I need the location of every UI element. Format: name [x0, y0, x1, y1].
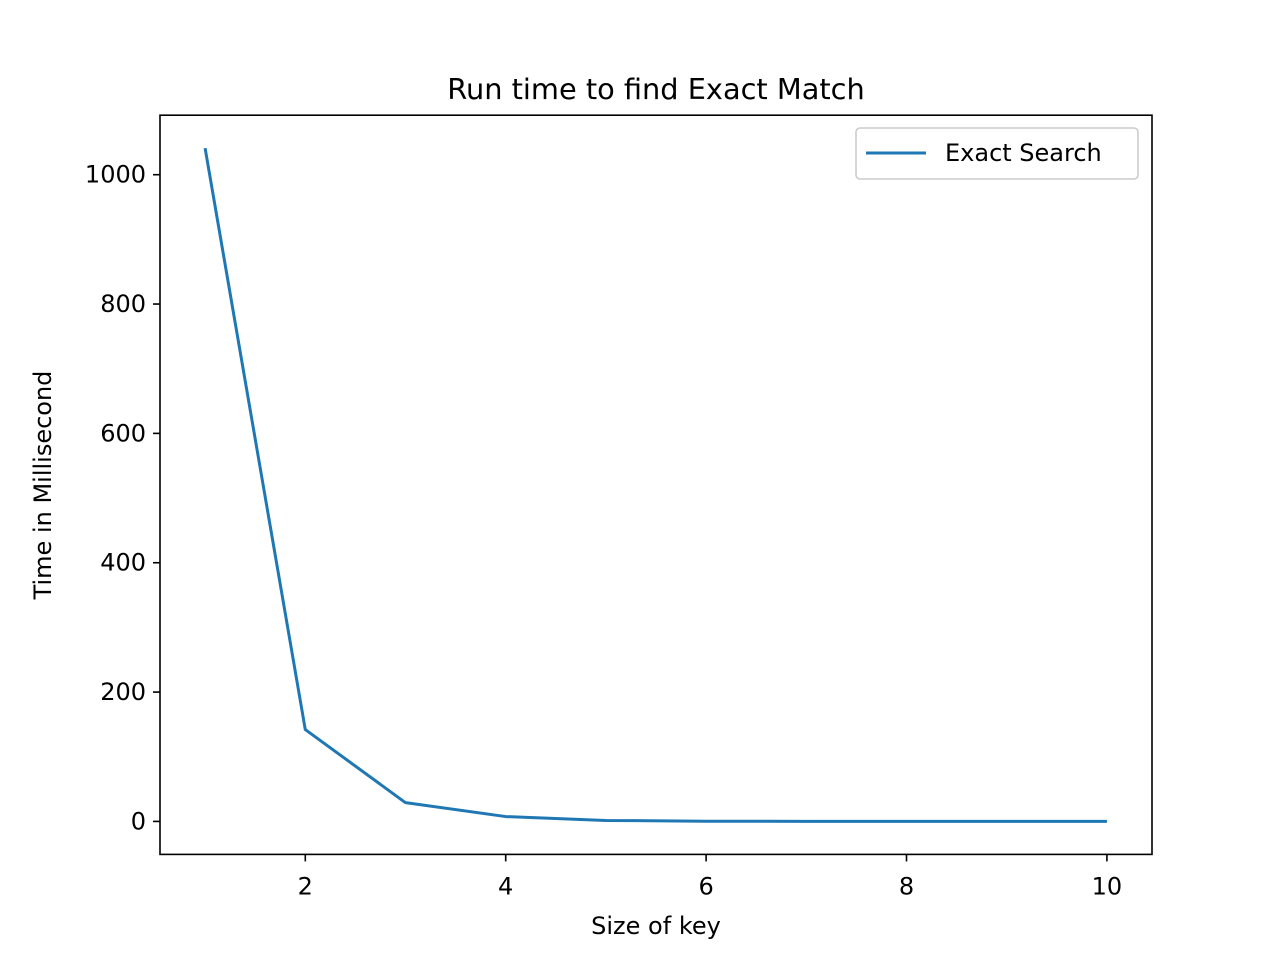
legend-label-exact-search: Exact Search — [945, 139, 1102, 167]
plot-frame — [159, 114, 1153, 856]
x-tick-label: 8 — [899, 872, 914, 900]
x-axis-title: Size of key — [591, 912, 721, 940]
legend: Exact Search — [855, 127, 1139, 180]
y-tick-label: 1000 — [85, 161, 146, 189]
y-axis: 0 200 400 600 800 1000 — [85, 161, 160, 835]
legend-box — [855, 127, 1139, 180]
series-line-exact-search — [203, 147, 1107, 823]
y-axis-title: Time in Millisecond — [29, 371, 57, 601]
y-tick-label: 800 — [100, 290, 146, 318]
y-tick-label: 600 — [100, 419, 146, 447]
x-tick-label: 10 — [1092, 872, 1123, 900]
x-tick-label: 6 — [698, 872, 713, 900]
y-tick-label: 0 — [131, 807, 146, 835]
chart-title: Run time to find Exact Match — [447, 72, 865, 106]
x-tick-label: 2 — [298, 872, 313, 900]
x-tick-label: 4 — [498, 872, 513, 900]
y-tick-label: 400 — [100, 549, 146, 577]
x-axis: 2 4 6 8 10 — [298, 854, 1123, 900]
y-tick-label: 200 — [100, 678, 146, 706]
plot-area — [203, 147, 1107, 823]
